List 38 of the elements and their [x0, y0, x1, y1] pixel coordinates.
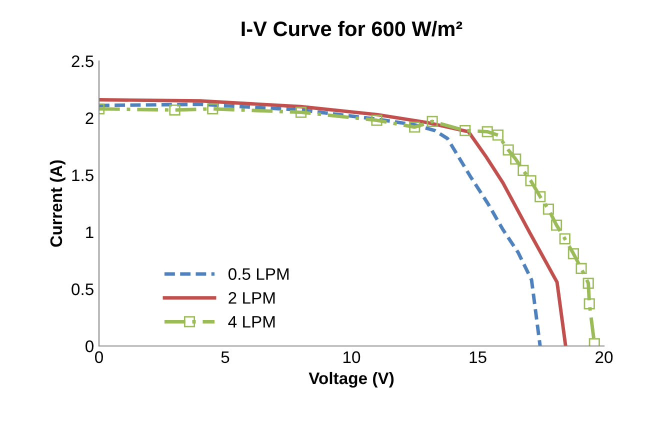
y-tick-label: 0 — [86, 340, 94, 352]
x-tick-label: 0 — [95, 351, 103, 364]
point — [582, 278, 594, 289]
legend-label: 4 LPM — [228, 316, 275, 328]
point — [482, 126, 493, 138]
y-tick-label: 1 — [86, 226, 94, 238]
x-tick-label: 5 — [221, 351, 230, 364]
point — [169, 104, 180, 116]
point — [207, 103, 218, 114]
point — [559, 233, 570, 244]
point — [550, 220, 562, 231]
point — [492, 130, 504, 141]
y-tick-label: 0.5 — [72, 283, 94, 296]
legend-label: 0.5 LPM — [228, 268, 289, 280]
x-tick-label: 20 — [596, 351, 613, 364]
y-tick-label: 1.5 — [72, 170, 94, 182]
point — [502, 144, 514, 156]
point — [568, 248, 580, 260]
point — [576, 262, 587, 274]
point — [371, 114, 382, 126]
chart-title: I-V Curve for 600 W/m² — [242, 20, 462, 36]
point — [525, 175, 536, 186]
y-tick-label: 2.5 — [72, 55, 94, 68]
x-tick-label: 10 — [344, 351, 360, 364]
point — [584, 298, 595, 310]
point — [409, 122, 420, 133]
legend-label: 2 LPM — [228, 292, 275, 304]
point — [510, 153, 522, 165]
point — [460, 124, 471, 136]
point — [295, 106, 307, 118]
point — [518, 164, 529, 176]
point — [426, 116, 438, 127]
x-tick-label: 15 — [470, 351, 486, 364]
point — [542, 204, 554, 215]
point — [534, 191, 546, 202]
y-tick-label: 2 — [86, 112, 94, 124]
y-axis-title: Current (A) — [50, 160, 66, 247]
x-axis-title: Voltage (V) — [308, 372, 394, 388]
